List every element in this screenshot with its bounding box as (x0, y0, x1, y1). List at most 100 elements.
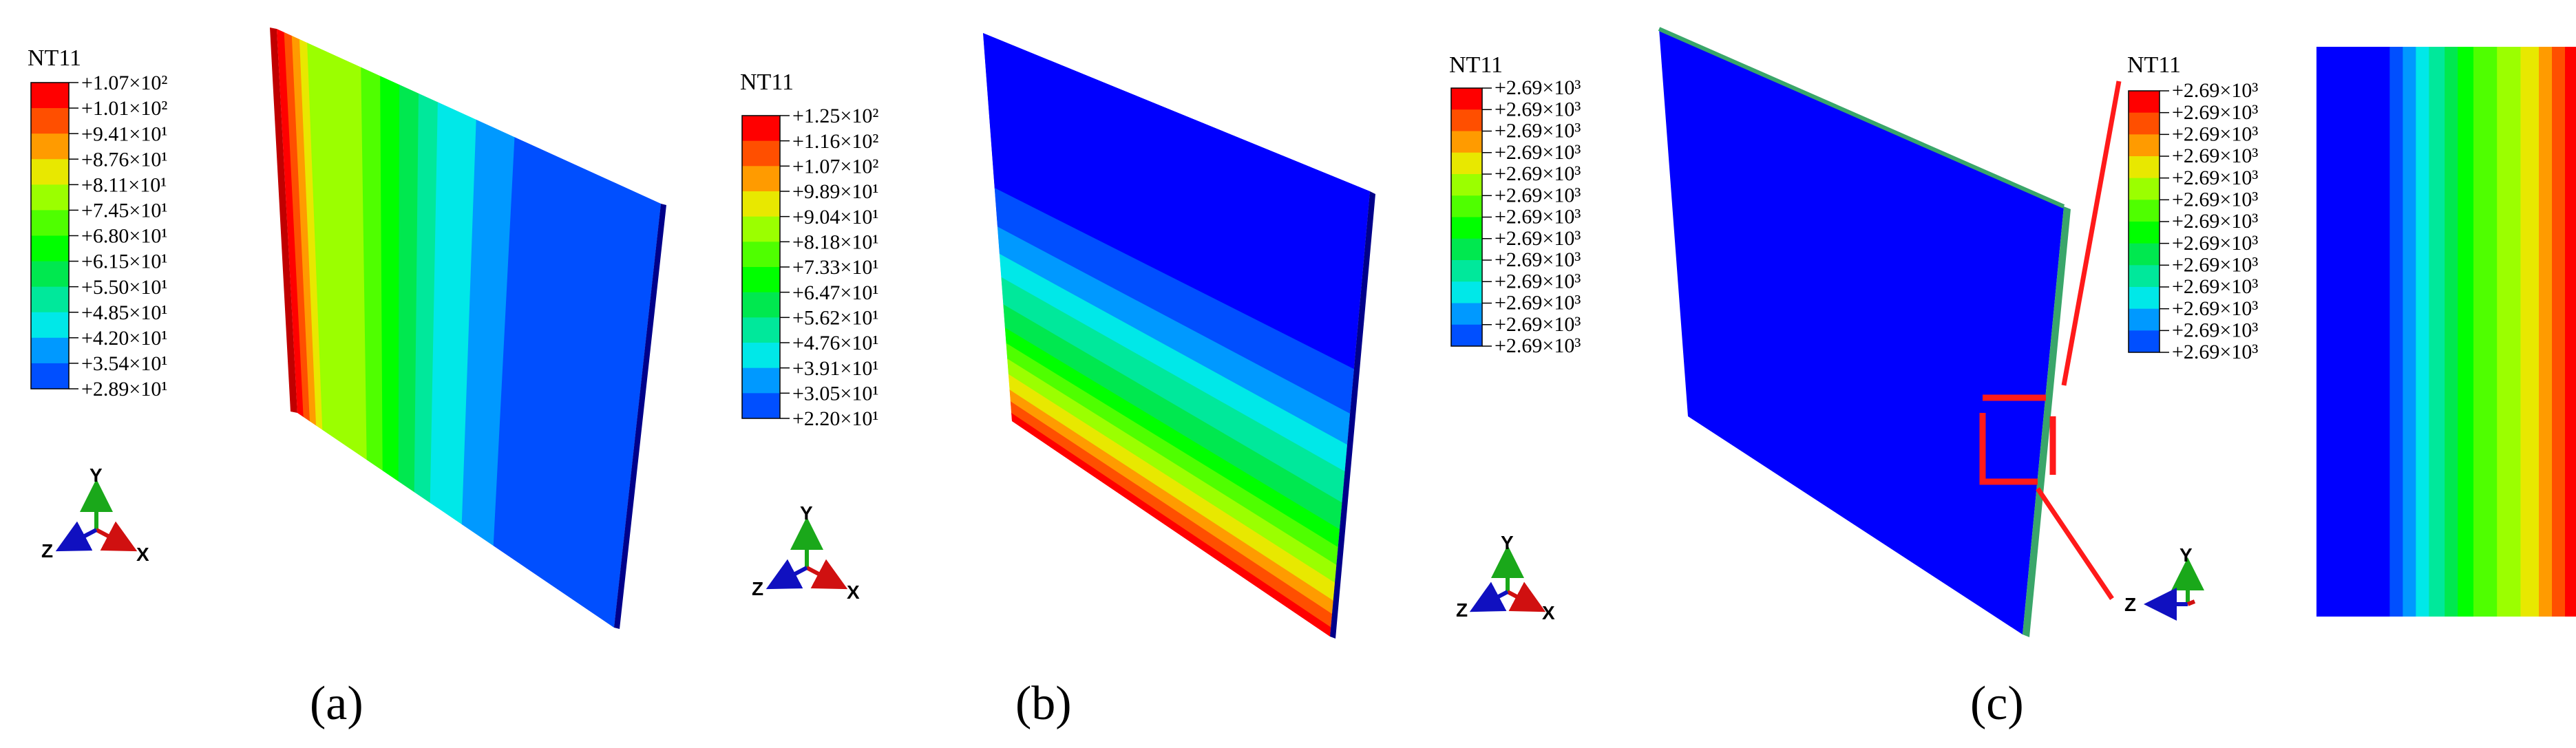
legend-value: +2.69×10³ (2172, 79, 2258, 102)
legend-value: +2.69×10³ (1495, 141, 1581, 164)
legend-value: +7.33×10¹ (792, 256, 878, 279)
legend-swatch (2129, 265, 2160, 288)
legend-swatch (742, 191, 780, 217)
triad-b-z: Z (752, 578, 763, 599)
legend-swatch (742, 292, 780, 318)
legend-a-swatches (30, 82, 78, 389)
plate-a (270, 28, 666, 629)
zoom-leader-bottom (2036, 487, 2114, 600)
legend-swatch (742, 343, 780, 369)
legend-b-swatches (741, 115, 790, 419)
legend-swatch (2129, 200, 2160, 222)
legend-swatch (1451, 324, 1482, 347)
legend-swatch (1451, 238, 1482, 261)
legend-value: +1.01×10² (81, 97, 167, 120)
legend-b: NT11 +1.25×10² +1.16×10²+1.07×10²+9.89×10… (740, 70, 878, 430)
legend-value: +2.69×10³ (2172, 210, 2258, 233)
plate-b (983, 33, 1375, 639)
legend-value: +5.50×10¹ (81, 276, 167, 299)
legend-value: +9.41×10¹ (81, 122, 167, 145)
legend-swatch (2129, 156, 2160, 179)
triad-b-y: Y (800, 502, 813, 524)
triad-a-z: Z (41, 540, 53, 562)
zoom-box-left (1979, 413, 2038, 485)
legend-value: +3.91×10¹ (792, 357, 878, 380)
zoom-band (2445, 47, 2458, 617)
zoom-band (2416, 47, 2429, 617)
legend-value: +2.69×10³ (2172, 297, 2258, 320)
plate-c-top-edge (1658, 27, 2065, 209)
legend-swatch (1451, 131, 1482, 153)
triad-c-z: Z (1456, 599, 1468, 621)
legend-swatch (31, 108, 69, 134)
legend-value: +5.62×10¹ (792, 306, 878, 329)
legend-swatch (31, 133, 69, 160)
legend-value: +2.69×10³ (2172, 253, 2258, 276)
legend-swatch (31, 184, 69, 211)
zoom-callout (1979, 81, 2122, 600)
legend-swatch (2129, 287, 2160, 310)
legend-c-title: NT11 (1449, 52, 1503, 78)
legend-swatch (742, 242, 780, 268)
triad-b: Y Z X (752, 502, 860, 603)
legend-value: +3.54×10¹ (81, 352, 167, 375)
legend-swatch (1451, 217, 1482, 239)
legend-b-title: NT11 (740, 70, 794, 95)
legend-swatch (742, 116, 780, 142)
legend-swatch (2129, 308, 2160, 331)
legend-value: +2.89×10¹ (81, 378, 167, 400)
legend-swatch (2129, 112, 2160, 135)
legend-swatch (31, 312, 69, 339)
triad-b-x: X (847, 581, 860, 603)
legend-value: +7.45×10¹ (81, 200, 167, 222)
legend-c-zoom-swatches (2128, 90, 2169, 353)
legend-value: +2.69×10³ (2172, 167, 2258, 189)
legend-c-zoom-labels: +2.69×10³+2.69×10³+2.69×10³+2.69×10³+2.6… (2172, 79, 2258, 363)
legend-value: +4.76×10¹ (792, 332, 878, 354)
legend-value: +1.25×10² (792, 105, 878, 127)
triad-c: Y Z X (1456, 532, 1555, 623)
zoom-band (2565, 47, 2576, 617)
legend-value: +2.69×10³ (1495, 334, 1581, 357)
legend-swatch (31, 235, 69, 262)
legend-value: +2.69×10³ (1495, 227, 1581, 250)
legend-swatch (2129, 91, 2160, 114)
zoom-band (2473, 47, 2498, 617)
legend-value: +2.69×10³ (2172, 232, 2258, 255)
contour-band (380, 75, 401, 482)
legend-swatch (2129, 134, 2160, 157)
legend-value: +2.69×10³ (2172, 319, 2258, 341)
legend-value: +2.69×10³ (2172, 188, 2258, 211)
legend-swatch (742, 166, 780, 192)
zoom-band (2520, 47, 2540, 617)
legend-swatch (31, 286, 69, 313)
zoom-band (2403, 47, 2416, 617)
legend-c-zoom: NT11 +2.69×10³+2.69×10³+2.69×10³+2.69×10… (2127, 52, 2258, 363)
legend-value: +2.69×10³ (2172, 341, 2258, 363)
legend-swatch (2129, 178, 2160, 200)
panel-c: NT11 +2.69×10³+2.69×10³+2.69×10³+2.69×10… (1449, 27, 2576, 730)
legend-value: +1.16×10² (792, 130, 878, 153)
legend-value: +1.07×10² (792, 155, 878, 178)
legend-swatch (2129, 243, 2160, 266)
triad-c-x: X (1542, 602, 1555, 623)
zoom-detail-bands (2316, 47, 2576, 617)
legend-swatch (742, 393, 780, 419)
triad-c-zoom: Y Z (2124, 544, 2204, 621)
plate-a-contour-bands (277, 29, 661, 628)
legend-swatch (742, 140, 780, 167)
triad-c-y: Y (1501, 532, 1514, 553)
legend-value: +9.04×10¹ (792, 206, 878, 228)
zoom-band (2389, 47, 2403, 617)
legend-value: +2.69×10³ (1495, 248, 1581, 271)
legend-value: +2.20×10¹ (792, 407, 878, 430)
zoom-band (2316, 47, 2390, 617)
legend-swatch (1451, 195, 1482, 217)
legend-value: +2.69×10³ (1495, 313, 1581, 336)
triad-a: Y Z X (41, 464, 149, 565)
legend-value: +2.69×10³ (1495, 120, 1581, 142)
legend-swatch (1451, 109, 1482, 131)
legend-value: +2.69×10³ (1495, 270, 1581, 292)
legend-a: NT11 +1.07×10² +1.01×10²+9.41×10¹ +8.76×10… (28, 45, 167, 400)
